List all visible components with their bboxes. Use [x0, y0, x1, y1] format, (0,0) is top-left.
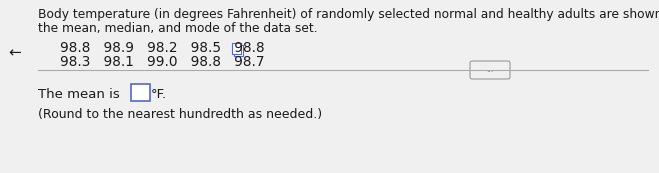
FancyBboxPatch shape [233, 44, 243, 56]
Text: The mean is: The mean is [38, 88, 124, 101]
Text: (Round to the nearest hundredth as needed.): (Round to the nearest hundredth as neede… [38, 108, 322, 121]
Text: ...: ... [486, 66, 494, 75]
FancyBboxPatch shape [231, 43, 241, 53]
Text: ←: ← [8, 45, 20, 61]
Text: °F.: °F. [151, 88, 167, 101]
FancyBboxPatch shape [130, 84, 150, 101]
Text: 98.8   98.9   98.2   98.5   98.8: 98.8 98.9 98.2 98.5 98.8 [60, 41, 265, 55]
Text: the mean, median, and mode of the data set.: the mean, median, and mode of the data s… [38, 22, 318, 35]
FancyBboxPatch shape [470, 61, 510, 79]
Text: 98.3   98.1   99.0   98.8   98.7: 98.3 98.1 99.0 98.8 98.7 [60, 55, 264, 69]
Text: Body temperature (in degrees Fahrenheit) of randomly selected normal and healthy: Body temperature (in degrees Fahrenheit)… [38, 8, 659, 21]
